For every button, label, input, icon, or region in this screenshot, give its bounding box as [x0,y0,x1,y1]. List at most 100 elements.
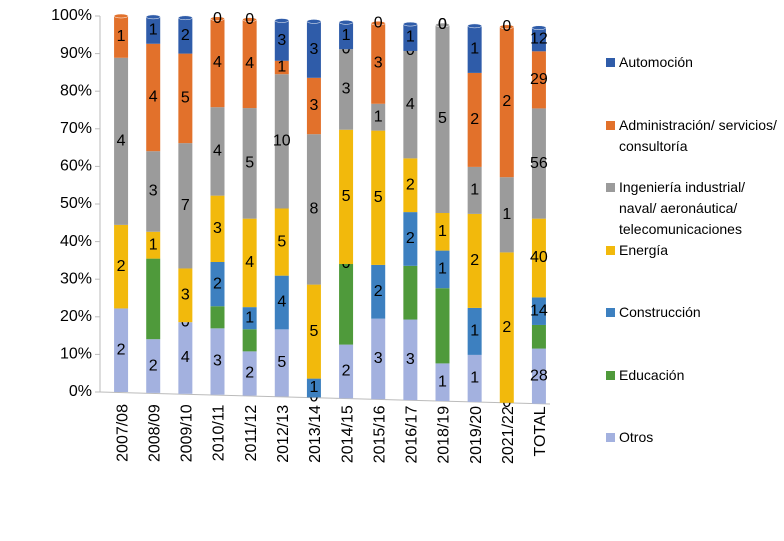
bar-segment [242,108,257,219]
bar-segment [499,177,514,253]
data-label: 2 [213,275,222,292]
data-label: 3 [277,32,286,49]
bar-cap [306,19,322,24]
y-tick-label: 0% [69,383,92,400]
bar-segment [178,53,193,144]
x-tick-label: TOTAL [532,406,549,456]
bar-segment [531,108,546,219]
data-label: 1 [438,373,447,390]
data-label: 2 [406,176,415,193]
data-label: 5 [342,188,351,205]
bar-segment [531,51,546,109]
bar-segment [210,107,225,196]
legend-label: Energía [619,241,669,258]
legend-item: Automoción [606,52,782,73]
data-label: 3 [181,287,190,304]
bar-segment [178,322,193,394]
bar-segment [371,103,386,131]
data-label: 3 [406,351,415,368]
data-label: 0 [374,14,383,31]
data-label: 1 [470,370,479,387]
x-tick-label: 2015/16 [371,405,388,463]
data-label: 1 [406,29,415,46]
bar-segment [531,324,546,349]
bar-segment [178,17,193,54]
bar-cap [113,13,129,19]
data-label: 1 [277,59,286,76]
bar-segment [242,329,257,352]
legend-item: Otros [606,427,782,448]
data-label: 1 [342,27,351,44]
y-tick-label: 50% [60,195,92,212]
data-label: 2 [470,252,479,269]
bar-segment [306,21,321,78]
bar-segment [210,328,225,395]
bar-segment [467,166,482,214]
data-label: 40 [530,249,548,266]
bar-segment [435,250,450,289]
bar-segment [371,23,386,104]
bar-segment [242,19,257,109]
data-label: 3 [342,81,351,98]
bar-cap [531,25,547,30]
data-label: 1 [374,108,383,125]
bar-segment [403,158,418,213]
legend-item: Administración/ servicios/ consultoría [606,115,782,157]
x-tick-label: 2009/10 [179,404,196,462]
bar-segment [178,143,193,269]
bar-segment [210,261,225,307]
legend-label: Ingeniería industrial/ naval/ aeronáutic… [619,179,746,237]
bar-cap [145,14,161,20]
y-tick-label: 70% [60,120,92,137]
bar-segment [114,57,129,225]
bar-segment [339,49,354,130]
data-label: 3 [149,183,158,200]
data-label: 1 [149,22,158,39]
data-label: 8 [309,201,318,218]
bar-segment [467,354,482,402]
bar-segment [274,329,289,397]
bar-segment [435,213,450,251]
data-label: 2 [470,111,479,128]
bar-segment [274,60,289,75]
x-tick-label: 2019/20 [468,406,485,464]
legend-swatch [606,245,615,255]
data-label: 4 [213,54,222,71]
bar-segment [403,50,418,159]
x-axis [99,391,551,405]
data-label: 0 [245,11,254,28]
data-label: 4 [213,143,222,160]
data-label: 3 [309,41,318,58]
bar-cap [338,20,354,25]
bar-segment [146,258,161,340]
data-label: 0 [213,10,222,27]
x-tick-label: 2014/15 [339,405,356,463]
data-label: 2 [502,319,511,336]
x-tick-label: 2021/22 [500,406,517,464]
data-label: 5 [277,354,286,371]
data-label: 2 [117,258,126,275]
data-label: 2 [245,365,254,382]
bar-segment [306,378,321,398]
bar-segment [210,306,225,329]
bar-segment [146,16,161,44]
bar-segment [403,265,418,320]
data-label: 56 [530,155,548,172]
y-tick-label: 30% [60,270,92,287]
data-label: 1 [438,261,447,278]
data-label: 3 [309,97,318,114]
bar-segment [274,74,289,209]
bar-segment [467,307,482,355]
bar-segment [146,231,161,259]
bar-cap [274,18,290,23]
data-label: 4 [245,55,254,72]
bar-segment [531,348,546,404]
data-label: 2 [342,363,351,380]
y-tick-label: 90% [60,45,92,62]
legend-swatch [606,183,615,192]
bar-segment [499,252,514,403]
y-tick-label: 40% [60,233,92,250]
data-label: 4 [245,254,254,271]
